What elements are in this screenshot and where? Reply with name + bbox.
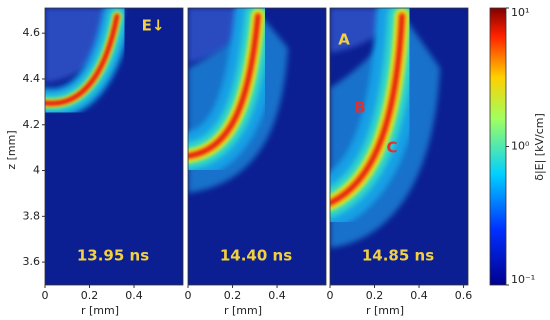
y-tick-label: 3.6 (23, 255, 41, 268)
plots: 0 0.2 0.4 r [mm] 3.6 3.8 4 4.2 4.4 4.6 13.95 ns E↓ z… (5, 6, 546, 317)
panel-frame (329, 7, 469, 286)
panel-frame (44, 7, 184, 286)
y-tick-label: 3.8 (23, 209, 41, 222)
annotation: E↓ (142, 17, 165, 35)
panel-frame (187, 7, 327, 286)
x-tick-label: 0.4 (410, 289, 428, 302)
annotation: A (338, 31, 350, 49)
x-tick-label: 0.2 (224, 289, 242, 302)
colorbar-tick-label: 10¹ (511, 6, 529, 19)
x-tick-label: 0 (327, 289, 334, 302)
field-plume (188, 14, 260, 158)
y-tick-label: 4.6 (23, 26, 41, 39)
x-axis-label: r [mm] (366, 304, 404, 317)
annotation: 13.95 ns (77, 247, 149, 265)
annotation: 14.85 ns (362, 247, 434, 265)
x-tick-label: 0.4 (268, 289, 286, 302)
y-tick-label: 4.4 (23, 72, 41, 85)
panel: 0 0.2 0.4 r [mm] 3.6 3.8 4 4.2 4.4 4.6 13.95 ns E↓ (23, 7, 184, 317)
colorbar-scale (489, 7, 507, 286)
panel: 0 0.2 0.4 r [mm] 14.40 ns (185, 7, 327, 317)
annotation: B (354, 99, 365, 117)
panel: 0 0.2 0.4 0.6 r [mm] 14.85 ns A B C (327, 7, 473, 317)
annotation: 14.40 ns (220, 247, 292, 265)
colorbar-tick-label: 10⁻¹ (511, 273, 535, 286)
x-tick-label: 0.6 (455, 289, 473, 302)
x-tick-label: 0.2 (81, 289, 99, 302)
x-tick-label: 0 (42, 289, 49, 302)
field (188, 8, 326, 285)
y-tick-label: 4.2 (23, 118, 41, 131)
y-axis-label: z [mm] (5, 130, 18, 169)
field-plume (45, 14, 119, 106)
colorbar-label: δ|E| [kV/cm] (533, 113, 546, 181)
field-plume (330, 14, 404, 205)
annotation: C (386, 139, 397, 157)
field (330, 8, 468, 285)
x-tick-label: 0 (185, 289, 192, 302)
x-axis-label: r [mm] (224, 304, 262, 317)
colorbar-tick-label: 10⁰ (511, 140, 530, 153)
y-tick-label: 4 (33, 164, 40, 177)
colorbar: 10⁻¹ 10⁰ 10¹ δ|E| [kV/cm] (489, 6, 546, 286)
x-axis-label: r [mm] (81, 304, 119, 317)
field (45, 8, 183, 285)
x-tick-label: 0.4 (125, 289, 143, 302)
x-tick-label: 0.2 (366, 289, 384, 302)
